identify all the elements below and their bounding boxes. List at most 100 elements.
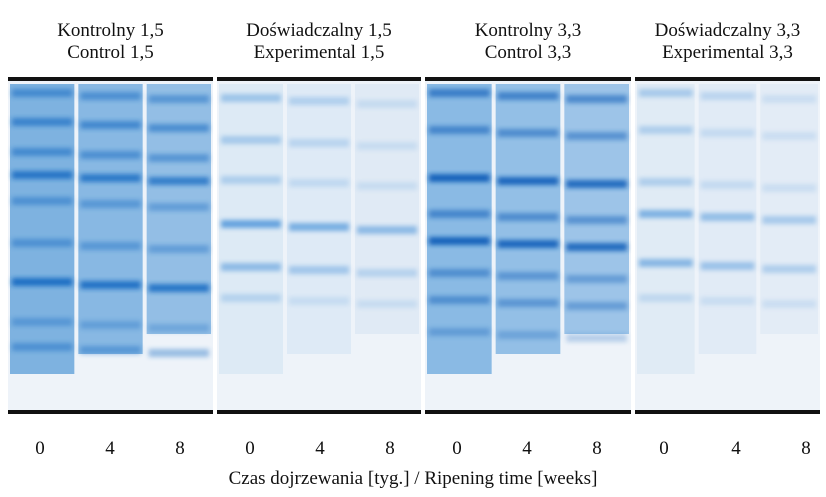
panel-subtitle: Control 3,3 [485,42,572,63]
band [700,92,755,100]
lane-label: 8 [801,438,811,459]
band [700,213,755,221]
band [148,154,209,162]
gel-top-edge [8,77,213,81]
band [148,349,209,357]
lane-label: 0 [35,438,45,459]
band [762,95,816,103]
lane-label: 8 [175,438,185,459]
band [497,331,559,339]
lane-label: 0 [659,438,669,459]
band [148,245,209,253]
band [639,210,693,218]
gel-bottom-edge [8,410,213,414]
band [80,242,141,250]
band [566,216,627,224]
band [566,180,627,188]
gel-panel [425,77,631,414]
band [639,259,693,267]
band [429,296,490,304]
band [80,321,141,329]
band [762,300,816,308]
band [429,126,490,134]
band [289,97,349,105]
panel-subtitle: Experimental 3,3 [662,42,793,63]
band [497,92,559,100]
band [12,343,73,351]
lane [287,84,351,354]
gel-top-edge [217,77,421,81]
band [289,139,349,147]
lane [564,84,629,334]
band [429,89,490,97]
gel-top-edge [635,77,820,81]
band [12,318,73,326]
band [497,129,559,137]
band [566,243,627,251]
band [566,95,627,103]
lane-label: 0 [452,438,462,459]
band [357,226,417,234]
band [429,328,490,336]
band [289,223,349,231]
caption: Czas dojrzewania [tyg.] / Ripening time … [229,468,598,489]
band [80,174,141,182]
band [357,300,417,308]
band [80,151,141,159]
lane-label: 8 [592,438,602,459]
band [80,346,141,354]
band [700,262,755,270]
band [80,281,141,289]
panel-subtitle: Control 1,5 [67,42,154,63]
gel-bottom-edge [217,410,421,414]
lane [760,84,818,334]
lane [355,84,419,334]
band [639,89,693,97]
band [289,266,349,274]
gel-bottom-edge [635,410,820,414]
band [148,177,209,185]
band [357,182,417,190]
band [148,95,209,103]
band [221,220,281,228]
band [429,174,490,182]
band [221,263,281,271]
band [148,284,209,292]
lane-label: 4 [105,438,115,459]
band [762,132,816,140]
band [700,129,755,137]
band [566,334,627,342]
band [566,302,627,310]
band [221,94,281,102]
gel-panel [8,77,213,414]
band [762,216,816,224]
band [700,181,755,189]
lane [10,84,75,374]
band [497,177,559,185]
lane-label: 4 [731,438,741,459]
band [497,240,559,248]
lane-label: 8 [385,438,395,459]
band [357,142,417,150]
panel-title: Kontrolny 1,5 [57,20,164,41]
gel-panel [217,77,421,414]
band [12,171,73,179]
band [566,275,627,283]
band [762,184,816,192]
band [429,237,490,245]
band [12,118,73,126]
band [700,297,755,305]
band [12,197,73,205]
band [12,278,73,286]
band [429,210,490,218]
gels [8,77,820,414]
band [357,100,417,108]
lane-label: 0 [245,438,255,459]
band [497,272,559,280]
panel-title: Doświadczalny 1,5 [246,20,392,41]
band [497,299,559,307]
band [80,200,141,208]
band [12,89,73,97]
band [289,297,349,305]
